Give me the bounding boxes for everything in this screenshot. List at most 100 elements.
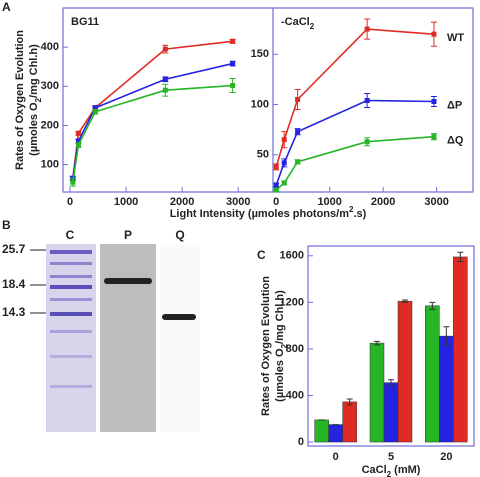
y-tick-label: 1600 [280, 250, 304, 262]
marker [431, 134, 437, 140]
y-tick-label: 200 [41, 119, 59, 131]
y-tick-label: 400 [41, 41, 59, 53]
gel-band [162, 314, 196, 320]
series-line [72, 84, 233, 183]
gel-band [50, 298, 92, 301]
text-piece: /mg Chl.h) [274, 290, 286, 344]
panel-c-frame [307, 245, 475, 447]
marker [295, 96, 301, 102]
bar [314, 419, 329, 443]
text-piece: CaCl [362, 464, 387, 476]
marker [273, 187, 279, 193]
text-piece: (µmoles O [274, 348, 286, 402]
marker [162, 87, 168, 93]
y-label-line: Rates of Oxygen Evolution [14, 30, 26, 170]
text-piece: /mg Chl.h) [28, 44, 40, 98]
bar [369, 342, 385, 443]
series-label: ΔQ [447, 135, 464, 147]
y-tick-label: 150 [251, 48, 269, 60]
text-piece: (µmoles O [28, 102, 40, 156]
x-axis-label: CaCl2 (mM) [362, 464, 421, 477]
gel-band [50, 262, 92, 265]
x-tick-label: 1000 [317, 196, 341, 208]
series-line [72, 62, 233, 179]
marker [92, 105, 98, 111]
y-tick-label: 0 [298, 436, 304, 448]
error-bar [402, 299, 408, 303]
x-tick-label: 1000 [114, 196, 138, 208]
text-piece: 2 [349, 205, 354, 214]
series-label: ΔP [447, 99, 462, 111]
x-axis-label: Light Intensity (µmoles photons/m2.s) [170, 205, 367, 220]
gel-band [50, 355, 92, 358]
x-tick-label: 0 [273, 196, 279, 208]
bar [342, 401, 357, 443]
panel-label: B [2, 218, 11, 232]
gel-band [50, 330, 92, 333]
marker [92, 109, 98, 115]
y-tick-label: 1200 [280, 296, 304, 308]
bar [383, 382, 399, 443]
marker [75, 142, 81, 148]
y-axis-label: Rates of Oxygen Evolution (µmoles O2/mg C… [14, 30, 43, 170]
lane-label: C [66, 228, 75, 242]
marker [281, 160, 287, 166]
marker [273, 164, 279, 170]
marker-label: 25.7 [2, 242, 26, 256]
marker [230, 83, 236, 89]
gel-band [50, 312, 92, 316]
y-axis-label: Rates of Oxygen Evolution (µmoles O2/mg C… [260, 276, 289, 416]
gel-band [50, 385, 92, 388]
marker [162, 46, 168, 52]
gel-lane [100, 244, 156, 432]
gel-band [104, 278, 152, 284]
marker [431, 99, 437, 105]
y-tick-label: 400 [286, 389, 304, 401]
gel-lane [160, 244, 200, 432]
x-tick-label: 0 [333, 451, 339, 463]
marker [364, 98, 370, 104]
x-tick-label: 3000 [226, 196, 250, 208]
text-piece: .s) [353, 208, 366, 220]
marker [364, 26, 370, 32]
text-piece: 2 [34, 97, 43, 102]
gel-lane [46, 244, 96, 432]
y-tick-label: 800 [286, 343, 304, 355]
marker [431, 31, 437, 37]
bar [425, 305, 440, 443]
gel-band [50, 250, 92, 254]
panel-label: C [257, 248, 266, 262]
text-piece: Light Intensity (µmoles photons/m [170, 208, 350, 220]
series-line [275, 99, 434, 186]
bar [453, 256, 468, 443]
marker [230, 61, 236, 67]
text-piece: (mM) [391, 464, 421, 476]
marker [70, 179, 76, 185]
y-tick-label: 50 [257, 149, 269, 161]
error-bar [374, 340, 380, 346]
y-label-line: (µmoles O2/mg Chl.h) [28, 44, 43, 156]
x-tick-label: 2000 [170, 196, 194, 208]
series-label: WT [447, 32, 464, 44]
y-label-line: (µmoles O2/mg Chl.h) [274, 290, 289, 402]
text-piece: 2 [387, 470, 392, 477]
bar [439, 335, 454, 443]
marker [75, 138, 81, 144]
panel-label: A [2, 0, 11, 14]
marker [281, 137, 287, 143]
gel [46, 244, 200, 432]
x-tick-label: 2000 [371, 196, 395, 208]
y-tick-label: 100 [41, 159, 59, 171]
text-piece: -CaCl [281, 16, 310, 28]
x-tick-label: 0 [67, 196, 73, 208]
lane-label: Q [175, 228, 184, 242]
marker [273, 182, 279, 188]
panel-title: BG11 [71, 16, 99, 28]
marker [230, 38, 236, 44]
panel-a-frame [62, 7, 474, 193]
y-label-line: Rates of Oxygen Evolution [260, 276, 272, 416]
marker [162, 76, 168, 82]
error-bar [346, 398, 353, 406]
marker [295, 129, 301, 135]
x-tick-label: 5 [388, 451, 394, 463]
